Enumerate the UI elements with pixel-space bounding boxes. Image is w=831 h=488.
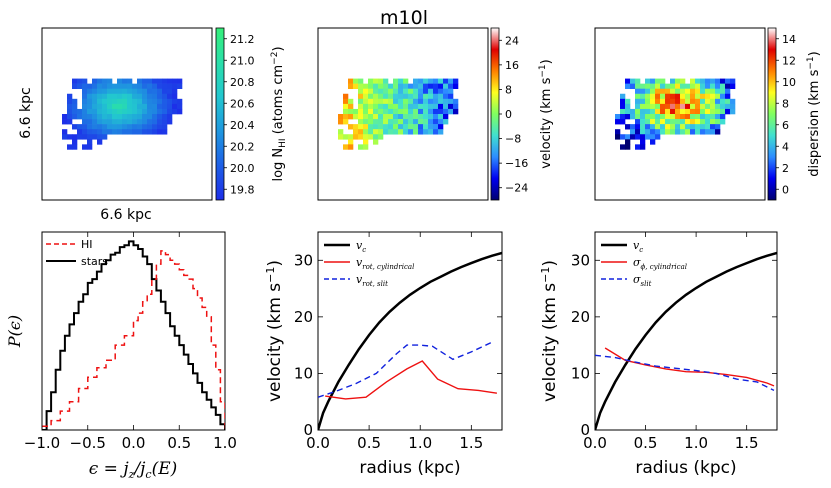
rotation-legend-label: vrot, slit	[356, 273, 388, 288]
eps-legend: HI stars	[46, 238, 108, 268]
velocity-colorbar	[490, 27, 500, 201]
hi-colorbar-tick-label: 20.8	[230, 76, 255, 89]
hi-colorbar-tick-label: 20.2	[230, 140, 255, 153]
rotation-x-tick-label: 0.5	[357, 434, 381, 452]
dispersion-plot-frame	[594, 231, 778, 431]
eps-y-axis-label: P(ϵ)	[5, 315, 24, 348]
dispersion-x-tick-label: 0.0	[583, 434, 607, 452]
rotation-series-v-c	[318, 251, 502, 430]
velocity-colorbar-label: velocity (km s−1)	[538, 59, 554, 168]
hi-map-image	[62, 78, 183, 150]
velocity-colorbar-tick-label: −24	[505, 182, 528, 195]
eps-series-stars	[42, 240, 225, 430]
eps-x-tick-label: −0.5	[70, 434, 106, 452]
dispersion-y-tick-label: 10	[571, 364, 590, 382]
dispersion-y-axis-label: velocity (km s−1)	[539, 260, 560, 402]
dispersion-x-tick-label: 1.5	[735, 434, 759, 452]
dispersion-legend-label: σslit	[633, 273, 652, 288]
rotation-y-tick-label: 10	[294, 364, 313, 382]
velocity-colorbar-tick-label: −16	[505, 157, 528, 170]
dispersion-colorbar-tick-label: 8	[782, 97, 789, 110]
velocity-colorbar-tick-label: 24	[505, 34, 519, 47]
eps-x-tick-label: −1.0	[24, 434, 60, 452]
dispersion-y-tick-label: 20	[571, 308, 590, 326]
rotation-curve-chart: 0.0 0.5 1.0 1.5 0 10 20 30 velocity (km s−1) ra…	[264, 231, 503, 478]
dispersion-colorbar-tick-label: 10	[782, 76, 796, 89]
map-x-axis-label: 6.6 kpc	[100, 207, 151, 223]
rotation-x-tick-label: 1.5	[459, 434, 483, 452]
dispersion-x-tick-label: 0.5	[634, 434, 658, 452]
dispersion-series-sigma-slit	[595, 354, 775, 392]
velocity-colorbar-tick-label: 8	[505, 83, 512, 96]
hi-colorbar-tick-label: 20.6	[230, 97, 255, 110]
eps-x-axis-label: ϵ = jz/jc(E)	[89, 459, 178, 481]
dispersion-colorbar	[767, 27, 777, 201]
dispersion-colorbar-tick-label: 14	[782, 33, 796, 46]
velocity-colorbar-tick-label: −8	[505, 133, 521, 146]
hi-colorbar	[215, 27, 225, 201]
dispersion-legend-label: vc	[633, 239, 643, 254]
hi-colorbar-tick-label: 20.0	[230, 162, 255, 175]
dispersion-series-v-c	[595, 251, 777, 430]
dispersion-legend-label: σϕ, cylindrical	[633, 256, 687, 271]
rotation-y-tick-label: 0	[303, 421, 313, 439]
dispersion-x-tick-label: 1.0	[684, 434, 708, 452]
legend-label-stars: stars	[81, 255, 108, 268]
dispersion-y-tick-label: 0	[580, 421, 590, 439]
eps-distribution-chart: −1.0 −0.5 0.0 0.5 1.0 P(ϵ) ϵ = jz/jc(E) HI s…	[5, 231, 237, 481]
rotation-x-tick-label: 1.0	[408, 434, 432, 452]
rotation-plot-frame	[317, 231, 503, 431]
dispersion-colorbar-label: dispersion (km s−1)	[806, 51, 822, 176]
eps-x-tick-label: 0.5	[167, 434, 191, 452]
rotation-x-axis-label: radius (kpc)	[359, 458, 460, 478]
velocity-map-image	[338, 78, 459, 150]
dispersion-colorbar-tick-label: 0	[782, 183, 789, 196]
velocity-colorbar-tick-label: 16	[505, 59, 519, 72]
hi-colorbar-tick-label: 21.2	[230, 33, 255, 46]
dispersion-x-axis-label: radius (kpc)	[635, 458, 736, 478]
dispersion-y-tick-label: 30	[571, 251, 590, 269]
dispersion-legend: vc σϕ, cylindrical σslit	[601, 239, 687, 288]
rotation-y-tick-label: 20	[294, 308, 313, 326]
dispersion-map-panel: 14 12 10 8 6 4 2 0 dispersion (km s−1)	[594, 27, 822, 201]
rotation-legend-label: vrot, cylindrical	[356, 256, 414, 271]
dispersion-curve-chart: 0.0 0.5 1.0 1.5 0 10 20 30 velocity (km s−1) ra…	[539, 231, 778, 478]
hi-map-panel: 6.6 kpc 6.6 kpc 21.2 21.0 20.8 20.6 20.4 20.2…	[18, 27, 288, 223]
dispersion-colorbar-tick-label: 4	[782, 140, 789, 153]
legend-label-hi: HI	[81, 238, 93, 251]
dispersion-colorbar-tick-label: 2	[782, 162, 789, 175]
eps-x-tick-label: 0.0	[122, 434, 146, 452]
velocity-colorbar-ticks: 24 16 8 0 −8 −16 −24	[499, 34, 528, 195]
hi-colorbar-ticks: 21.2 21.0 20.8 20.6 20.4 20.2 20.0 19.8	[224, 33, 255, 196]
dispersion-map-image	[615, 78, 736, 150]
rotation-y-axis-label: velocity (km s−1)	[264, 260, 285, 402]
rotation-legend: vc vrot, cylindrical vrot, slit	[324, 239, 414, 288]
hi-colorbar-tick-label: 19.8	[230, 183, 255, 196]
dispersion-colorbar-ticks: 14 12 10 8 6 4 2 0	[776, 33, 796, 196]
rotation-x-tick-label: 0.0	[306, 434, 330, 452]
dispersion-colorbar-tick-label: 12	[782, 54, 796, 67]
dispersion-colorbar-tick-label: 6	[782, 119, 789, 132]
figure-title: m10l	[380, 7, 428, 29]
velocity-map-panel: 24 16 8 0 −8 −16 −24 velocity (km s−1)	[317, 27, 554, 201]
hi-colorbar-tick-label: 21.0	[230, 54, 255, 67]
rotation-y-tick-label: 30	[294, 251, 313, 269]
map-y-axis-label: 6.6 kpc	[18, 87, 34, 138]
hi-colorbar-label: log NHI (atoms cm−2)	[270, 46, 288, 181]
rotation-series-v-rot-cylindrical	[325, 360, 498, 400]
velocity-colorbar-tick-label: 0	[505, 108, 512, 121]
eps-x-tick-label: 1.0	[213, 434, 237, 452]
rotation-series-v-rot-slit	[318, 341, 493, 398]
hi-colorbar-tick-label: 20.4	[230, 119, 255, 132]
eps-series-hi	[42, 250, 225, 430]
rotation-legend-label: vc	[356, 239, 366, 254]
